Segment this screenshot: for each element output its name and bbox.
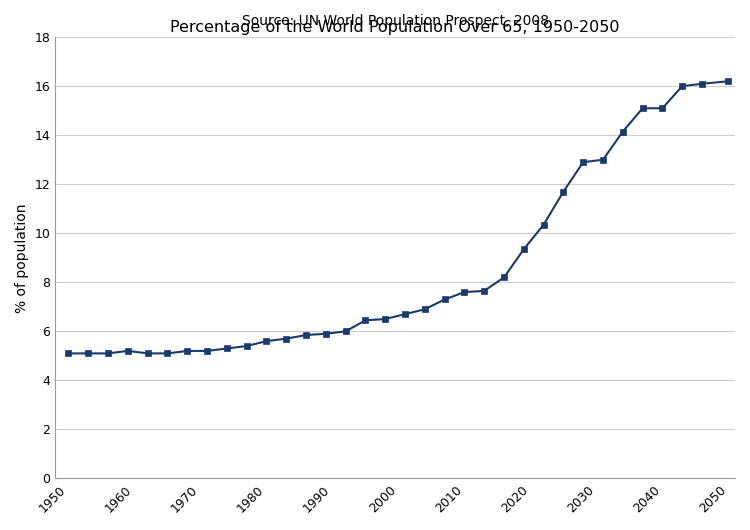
Title: Percentage of the World Population Over 65, 1950-2050: Percentage of the World Population Over … (170, 20, 620, 34)
Y-axis label: % of population: % of population (15, 203, 29, 313)
Text: Source: UN World Population Prospect, 2008: Source: UN World Population Prospect, 20… (242, 14, 549, 28)
